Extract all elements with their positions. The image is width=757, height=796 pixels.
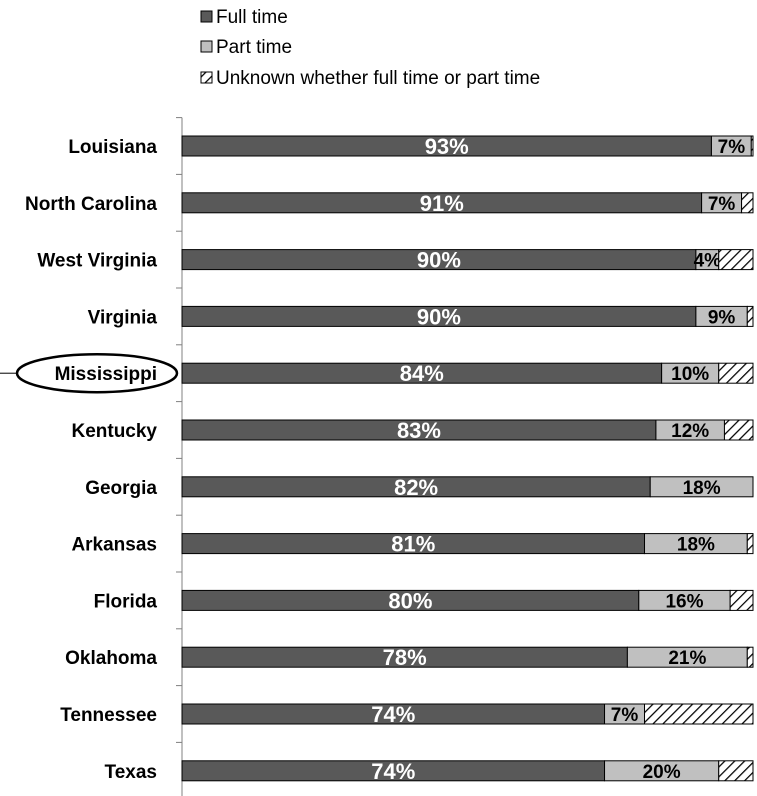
bar-georgia-seg-1 (649, 476, 754, 498)
data-label-georgia-1: 18% (683, 478, 721, 499)
bar-west-virginia-seg-2 (718, 249, 754, 271)
category-label-kentucky: Kentucky (71, 421, 157, 442)
bar-tennessee-seg-2 (644, 703, 754, 725)
category-label-texas: Texas (105, 762, 157, 783)
data-label-florida-0: 80% (388, 588, 432, 613)
bar-north-carolina-seg-2 (741, 192, 754, 214)
category-label-oklahoma: Oklahoma (65, 648, 157, 669)
bar-louisiana-seg-2 (750, 135, 754, 157)
category-label-arkansas: Arkansas (71, 535, 157, 556)
data-label-arkansas-1: 18% (677, 535, 715, 556)
category-label-georgia: Georgia (85, 478, 157, 499)
data-label-mississippi-0: 84% (400, 361, 444, 386)
bar-florida-seg-2 (729, 589, 754, 611)
legend-swatch-2 (200, 71, 213, 84)
data-label-north-carolina-1: 7% (708, 194, 736, 215)
bar-kentucky-seg-2 (723, 419, 754, 441)
legend-label-2: Unknown whether full time or part time (216, 68, 540, 89)
y-axis (176, 117, 183, 796)
bar-texas-seg-2 (718, 760, 754, 782)
data-label-arkansas-0: 81% (391, 532, 435, 557)
data-label-virginia-0: 90% (417, 304, 461, 329)
category-labels: Louisiana North Carolina West Virginia Virg… (0, 137, 179, 783)
legend-swatch-0 (200, 10, 213, 23)
category-label-west-virginia: West Virginia (37, 251, 157, 272)
data-label-texas-0: 74% (371, 759, 415, 784)
category-label-virginia: Virginia (88, 307, 158, 328)
legend: Full time Part time Unknown whether full t… (200, 7, 540, 89)
data-label-tennessee-1: 7% (611, 705, 639, 726)
data-label-louisiana-1: 7% (718, 137, 746, 158)
data-label-louisiana-0: 93% (425, 134, 469, 159)
category-label-louisiana: Louisiana (68, 137, 157, 158)
data-label-west-virginia-1: 4% (694, 251, 722, 272)
data-label-mississippi-1: 10% (671, 364, 709, 385)
data-label-north-carolina-0: 91% (420, 191, 464, 216)
data-label-texas-1: 20% (643, 762, 681, 783)
data-label-florida-1: 16% (665, 591, 703, 612)
category-label-north-carolina: North Carolina (25, 194, 157, 215)
category-label-tennessee: Tennessee (60, 705, 157, 726)
bar-mississippi-seg-2 (718, 362, 754, 384)
data-label-tennessee-0: 74% (371, 702, 415, 727)
bars: 93% 7% 91% 7% 90% 4% 90% 9% 84% 10% 83% 12% 82% 18% 81… (181, 134, 754, 784)
bar-virginia-seg-2 (746, 305, 754, 327)
category-label-mississippi: Mississippi (55, 364, 157, 385)
data-label-oklahoma-1: 21% (668, 648, 706, 669)
legend-swatch-1 (200, 40, 213, 53)
bar-oklahoma-seg-2 (746, 646, 754, 668)
data-label-georgia-0: 82% (394, 475, 438, 500)
data-label-kentucky-0: 83% (397, 418, 441, 443)
data-label-oklahoma-0: 78% (383, 645, 427, 670)
highlight-ellipse (15, 352, 179, 394)
bar-arkansas-seg-2 (746, 533, 754, 555)
legend-label-1: Part time (216, 37, 292, 58)
legend-label-0: Full time (216, 7, 288, 28)
category-label-florida: Florida (94, 591, 158, 612)
data-label-west-virginia-0: 90% (417, 248, 461, 273)
data-label-kentucky-1: 12% (671, 421, 709, 442)
data-label-virginia-1: 9% (708, 307, 736, 328)
